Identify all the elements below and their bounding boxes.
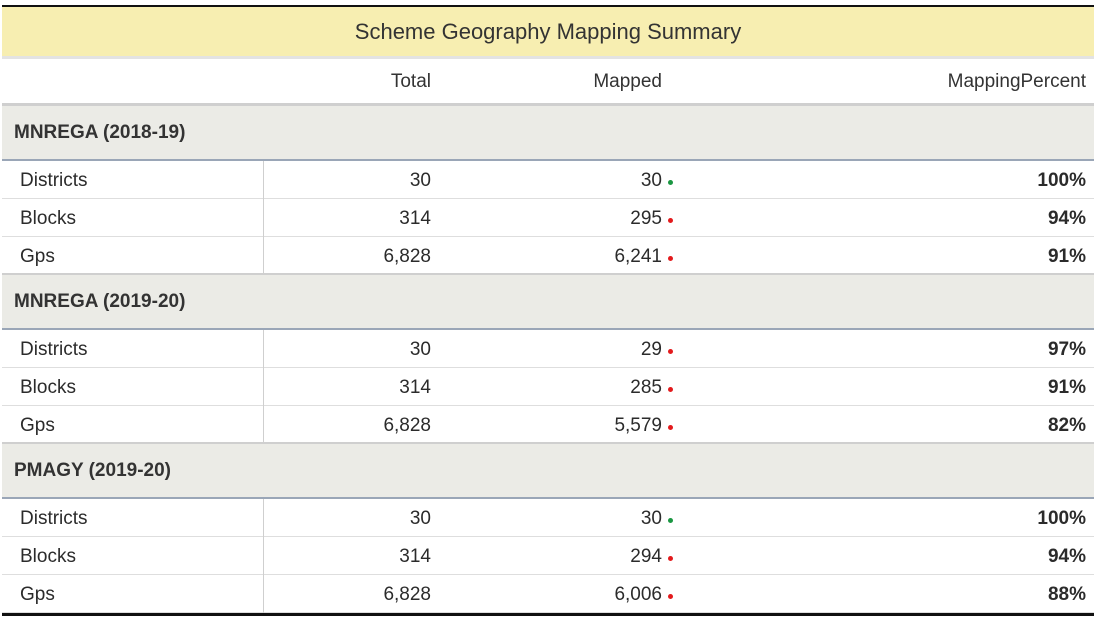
mapping-percent-cell: 100% — [1037, 508, 1086, 529]
status-dot-icon — [668, 349, 673, 354]
mapped-cell: 295 — [630, 208, 662, 229]
row-label: Blocks — [20, 208, 76, 229]
column-divider — [263, 161, 264, 199]
column-divider — [263, 330, 264, 368]
mapped-cell: 30 — [640, 508, 662, 529]
total-cell: 314 — [399, 208, 431, 229]
column-divider — [263, 537, 264, 575]
mapping-percent-cell: 94% — [1047, 208, 1086, 229]
row-label: Districts — [20, 170, 88, 191]
mapping-summary-table: Scheme Geography Mapping Summary Total M… — [2, 5, 1094, 616]
row-label: Gps — [20, 246, 55, 267]
column-header-mapping-percent: MappingPercent — [947, 71, 1086, 92]
table-row: Gps 6,828 6,006 88% — [2, 575, 1094, 613]
column-divider — [263, 199, 264, 237]
column-header-mapped: Mapped — [593, 71, 662, 92]
status-dot-icon — [668, 594, 673, 599]
mapped-cell: 30 — [640, 170, 662, 191]
mapped-cell: 29 — [640, 339, 662, 360]
row-label: Gps — [20, 584, 55, 605]
mapped-cell: 5,579 — [614, 415, 662, 436]
total-cell: 6,828 — [383, 584, 431, 605]
total-cell: 6,828 — [383, 246, 431, 267]
table-row: Blocks 314 295 94% — [2, 199, 1094, 237]
status-dot-icon — [668, 518, 673, 523]
total-cell: 314 — [399, 546, 431, 567]
row-label: Gps — [20, 415, 55, 436]
total-cell: 314 — [399, 377, 431, 398]
table-title: Scheme Geography Mapping Summary — [2, 5, 1094, 59]
table-body: MNREGA (2018-19) Districts 30 30 100% Blocks 3… — [2, 106, 1094, 616]
status-dot-icon — [668, 180, 673, 185]
column-divider — [263, 406, 264, 443]
status-dot-icon — [668, 256, 673, 261]
total-cell: 30 — [409, 508, 431, 529]
mapped-cell: 285 — [630, 377, 662, 398]
mapping-percent-cell: 91% — [1047, 246, 1086, 267]
table-row: Districts 30 29 97% — [2, 330, 1094, 368]
row-label: Districts — [20, 339, 88, 360]
table-row: Gps 6,828 5,579 82% — [2, 406, 1094, 444]
total-cell: 6,828 — [383, 415, 431, 436]
table-row: Blocks 314 285 91% — [2, 368, 1094, 406]
status-dot-icon — [668, 387, 673, 392]
table-row: Districts 30 30 100% — [2, 161, 1094, 199]
mapping-percent-cell: 100% — [1037, 170, 1086, 191]
status-dot-icon — [668, 556, 673, 561]
row-label: Districts — [20, 508, 88, 529]
row-label: Blocks — [20, 546, 76, 567]
table-row: Districts 30 30 100% — [2, 499, 1094, 537]
table-row: Blocks 314 294 94% — [2, 537, 1094, 575]
group-header: MNREGA (2018-19) — [2, 106, 1094, 161]
mapping-percent-cell: 97% — [1047, 339, 1086, 360]
column-divider — [263, 368, 264, 406]
column-divider — [263, 575, 264, 613]
group-header: PMAGY (2019-20) — [2, 444, 1094, 499]
mapping-percent-cell: 94% — [1047, 546, 1086, 567]
group-header: MNREGA (2019-20) — [2, 275, 1094, 330]
column-divider — [263, 499, 264, 537]
row-label: Blocks — [20, 377, 76, 398]
table-row: Gps 6,828 6,241 91% — [2, 237, 1094, 275]
status-dot-icon — [668, 425, 673, 430]
mapping-percent-cell: 88% — [1047, 584, 1086, 605]
mapping-percent-cell: 91% — [1047, 377, 1086, 398]
mapping-percent-cell: 82% — [1047, 415, 1086, 436]
mapped-cell: 294 — [630, 546, 662, 567]
column-header-total: Total — [390, 71, 431, 92]
mapped-cell: 6,006 — [614, 584, 662, 605]
status-dot-icon — [668, 218, 673, 223]
column-divider — [263, 237, 264, 274]
column-header-row: Total Mapped MappingPercent — [2, 59, 1094, 106]
total-cell: 30 — [409, 339, 431, 360]
mapped-cell: 6,241 — [614, 246, 662, 267]
total-cell: 30 — [409, 170, 431, 191]
